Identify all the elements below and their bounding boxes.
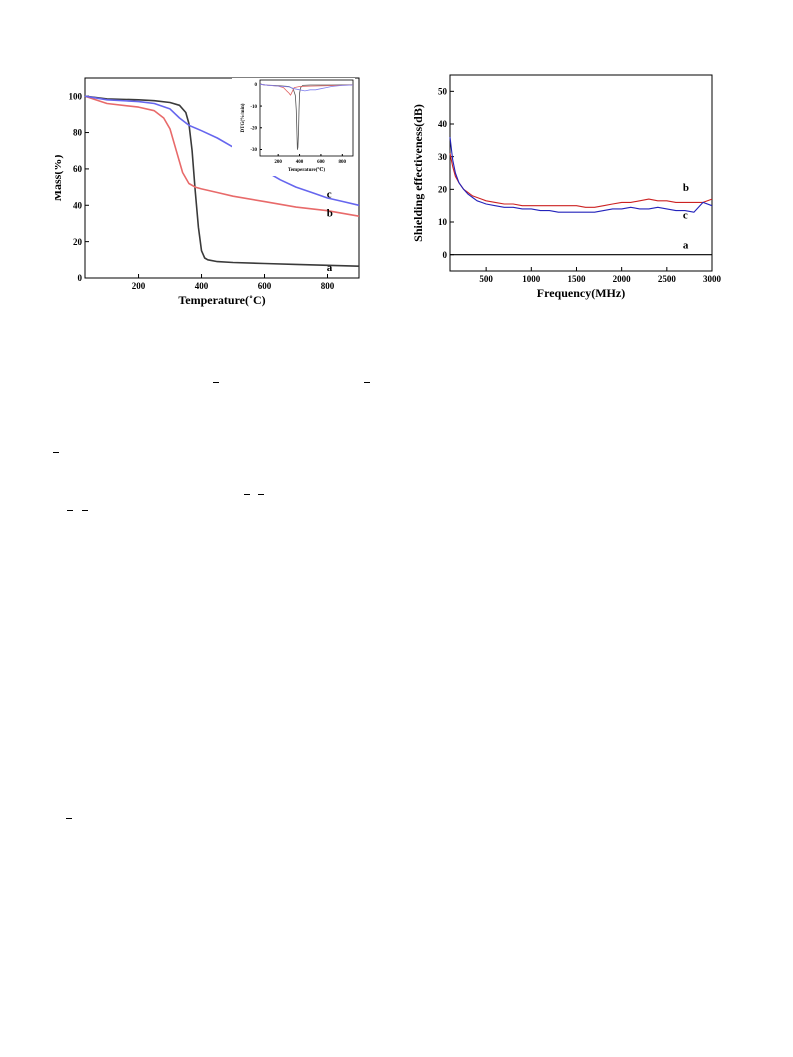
- inset-y-tick-label: -20: [250, 127, 257, 132]
- series-label-b: b: [683, 182, 689, 194]
- inset-x-tick-label: 200: [274, 160, 282, 165]
- inset-y-tick-label: -30: [250, 148, 257, 153]
- y-tick-label: 40: [438, 119, 448, 129]
- x-axis-label: Temperature(˚C): [178, 293, 265, 307]
- y-tick-label: 10: [438, 217, 448, 227]
- x-axis-label: Frequency(MHz): [537, 286, 625, 300]
- y-axis-label: Shielding effectiveness(dB): [412, 104, 425, 242]
- x-tick-label: 500: [479, 274, 493, 284]
- text-fragment-dash: [258, 494, 264, 495]
- y-tick-label: 40: [73, 200, 83, 210]
- x-tick-label: 3000: [703, 274, 722, 284]
- x-tick-label: 2000: [613, 274, 632, 284]
- y-tick-label: 0: [443, 250, 448, 260]
- y-tick-label: 80: [73, 128, 83, 138]
- series-label-c: c: [327, 188, 332, 200]
- series-line-c: [449, 137, 713, 213]
- y-tick-label: 60: [73, 164, 83, 174]
- text-fragment-dash: [53, 452, 59, 453]
- inset-x-axis-label: Temperature(℃): [288, 167, 325, 173]
- y-tick-label: 100: [69, 91, 83, 101]
- y-axis-label: Mass(%): [55, 155, 64, 202]
- series-line-b: [449, 153, 713, 208]
- x-tick-label: 600: [258, 281, 272, 291]
- inset-series-line-a: [259, 83, 354, 150]
- plot-frame: [84, 77, 360, 279]
- x-tick-label: 2500: [658, 274, 677, 284]
- text-fragment-dash: [213, 382, 219, 383]
- y-tick-label: 30: [438, 152, 448, 162]
- y-tick-label: 0: [78, 273, 83, 283]
- series-line-a: [84, 95, 360, 267]
- inset-background: [232, 78, 355, 176]
- series-label-b: b: [327, 207, 333, 219]
- plot-frame: [449, 74, 713, 272]
- inset-y-axis-label: DTG(%/min): [241, 103, 246, 132]
- x-tick-label: 1000: [522, 274, 541, 284]
- inset-plot-frame: [259, 79, 354, 157]
- tga-chart: 200 400 600 800 0 20 40 60 80 100 Temperature(˚C) M…: [55, 77, 360, 307]
- text-fragment-dash: [67, 510, 73, 511]
- x-tick-label: 800: [321, 281, 335, 291]
- y-tick-label: 20: [438, 184, 448, 194]
- text-fragment-dash: [364, 382, 370, 383]
- inset-x-tick-label: 400: [296, 160, 304, 165]
- inset-x-tick-label: 600: [317, 160, 325, 165]
- series-line-c: [84, 95, 360, 207]
- series-label-a: a: [683, 239, 689, 251]
- text-fragment-dash: [82, 510, 88, 511]
- x-tick-label: 200: [132, 281, 146, 291]
- x-tick-label: 400: [195, 281, 209, 291]
- y-tick-label: 20: [73, 237, 83, 247]
- series-label-c: c: [683, 210, 688, 222]
- text-fragment-dash: [66, 818, 72, 819]
- inset-y-tick-label: 0: [255, 83, 258, 88]
- inset-series-line-c: [259, 83, 354, 92]
- series-line-b: [84, 95, 360, 217]
- y-tick-label: 50: [438, 86, 448, 96]
- inset-y-tick-label: -10: [250, 105, 257, 110]
- series-label-a: a: [327, 262, 333, 274]
- shielding-chart: 500 1000 1500 2000 2500 3000 0 10 20 30 40 50 Freque…: [412, 74, 722, 300]
- x-tick-label: 1500: [567, 274, 586, 284]
- text-fragment-dash: [244, 494, 250, 495]
- inset-x-tick-label: 800: [339, 160, 347, 165]
